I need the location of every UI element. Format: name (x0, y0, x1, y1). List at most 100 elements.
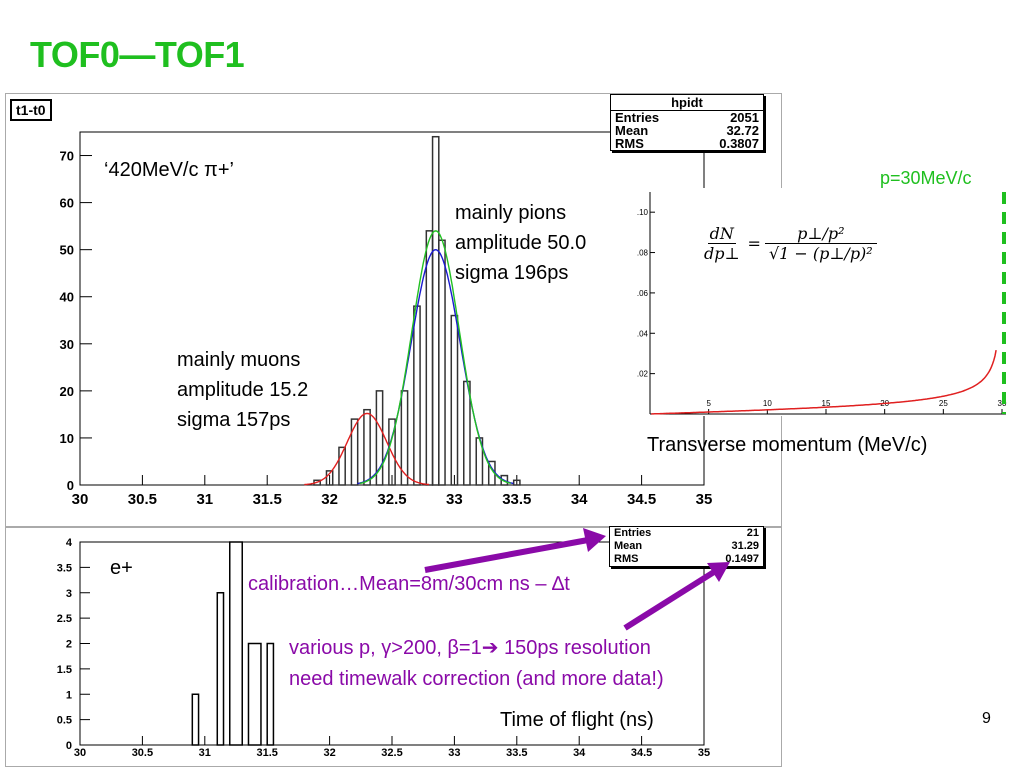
fit-curve-red (304, 412, 430, 486)
histogram-bin (425, 230, 434, 486)
stats-key: Mean (614, 540, 643, 552)
p-label: p=30MeV/c (880, 168, 972, 188)
x-tick-label: 30 (72, 491, 89, 508)
y-tick-label: 1.5 (57, 664, 72, 676)
inset-xlabel: Transverse momentum (MeV/c) (647, 434, 928, 456)
x-tick-label: 33.5 (502, 491, 531, 508)
muons-line: amplitude 15.2 (177, 379, 309, 401)
bottom-xlabel: Time of flight (ns) (500, 709, 654, 731)
formula-rhs-den: √1 − (p⊥/p)² (768, 244, 873, 263)
y-tick-label: 50 (60, 243, 74, 258)
distribution-curve (651, 349, 997, 415)
histogram-bin (229, 541, 243, 746)
histogram-bin (512, 479, 521, 486)
x-tick-label: 33.5 (506, 747, 527, 759)
positron-label: e+ (110, 557, 133, 579)
pions-line: mainly pions (455, 202, 567, 224)
y-tick-label: 30 (60, 337, 74, 352)
stats-key: RMS (615, 136, 644, 151)
x-tick-label: 34 (573, 747, 586, 759)
stats-key: RMS (614, 553, 639, 565)
x-tick-label: 10 (763, 399, 772, 408)
beam-label: ‘420MeV/c π+’ (104, 159, 234, 181)
histogram-title: t1-t0 (10, 99, 52, 121)
y-tick-label: 3.5 (57, 562, 72, 574)
y-tick-label: 2 (66, 639, 72, 651)
inset-chart: .02.04.06.08.1051015202530 (637, 192, 1007, 415)
stats-value: 32.72 (726, 123, 759, 138)
histogram-bin (325, 470, 334, 486)
x-tick-label: 35 (698, 747, 710, 759)
muons-annotation: mainly muons amplitude 15.2 sigma 157ps (177, 345, 308, 435)
stats-value: 2051 (730, 110, 759, 125)
resolution-note: various p, γ>200, β=1➔ 150ps resolution (289, 637, 651, 659)
x-tick-label: 34 (571, 491, 588, 508)
pions-line: sigma 196ps (455, 262, 569, 284)
y-tick-label: 0.5 (57, 715, 72, 727)
histogram-bin (266, 642, 275, 746)
formula-lhs-num: dN (707, 224, 736, 244)
y-tick-label: .04 (637, 329, 649, 338)
x-tick-label: 34.5 (627, 491, 656, 508)
calibration-note: calibration…Mean=8m/30cm ns – ∆t (248, 573, 570, 595)
page-number: 9 (982, 710, 991, 727)
stats-key: Entries (615, 110, 660, 125)
inset-plot: .02.04.06.08.1051015202530 dN dp⊥ = p⊥/p… (626, 188, 1010, 416)
x-tick-label: 34.5 (631, 747, 652, 759)
y-tick-label: 0 (66, 740, 72, 752)
inset-formula: dN dp⊥ = p⊥/p² √1 − (p⊥/p)² (704, 224, 877, 263)
y-tick-label: 2.5 (57, 613, 72, 625)
stats-box: hpidt Entries 2051 Mean 32.72 RMS 0.3807 (610, 94, 764, 151)
stats-value: 0.3807 (719, 136, 759, 151)
x-tick-label: 32.5 (377, 491, 406, 508)
histogram-bin (375, 390, 384, 486)
x-tick-label: 5 (706, 399, 711, 408)
y-tick-label: .08 (637, 249, 649, 258)
y-tick-label: 20 (60, 384, 74, 399)
stats-box-bottom: Entries 21 Mean 31.29 RMS 0.1497 (609, 526, 764, 567)
fit-curve-green (359, 230, 511, 485)
top-histogram: 0 10 20 30 40 50 60 70 30 30.5 31 31.5 32 32.5 33 33.5 3… (60, 131, 713, 508)
histogram-bin (388, 418, 396, 486)
y-tick-label: 60 (60, 196, 74, 211)
pions-annotation: mainly pions amplitude 50.0 sigma 196ps (455, 198, 586, 288)
histogram-bin (413, 305, 421, 486)
timewalk-note: need timewalk correction (and more data!… (289, 668, 664, 690)
stats-key: Entries (614, 527, 652, 539)
y-tick-label: 1 (66, 689, 72, 701)
histogram-bin (191, 693, 200, 746)
slide-title: TOF0—TOF1 (30, 34, 245, 75)
x-tick-label: 30 (74, 747, 86, 759)
y-tick-label: 10 (60, 431, 74, 446)
x-tick-label: 32 (323, 747, 335, 759)
y-tick-label: 40 (60, 290, 74, 305)
x-tick-label: 31 (199, 747, 211, 759)
pions-line: amplitude 50.0 (455, 232, 587, 254)
formula-rhs-num: p⊥/p² (764, 224, 877, 244)
histogram-bin (438, 239, 446, 486)
x-tick-label: 31.5 (256, 747, 277, 759)
histogram-bin (363, 408, 371, 486)
histogram-bin (400, 390, 409, 486)
histogram-bin (247, 642, 262, 746)
formula-lhs-den: dp⊥ (704, 244, 740, 263)
stats-key: Mean (615, 123, 649, 138)
histogram-bin (350, 418, 359, 486)
muons-line: mainly muons (177, 349, 301, 371)
y-tick-label: .02 (637, 370, 649, 379)
y-tick-label: .06 (637, 289, 649, 298)
x-tick-label: 35 (696, 491, 713, 508)
x-tick-label: 31.5 (253, 491, 282, 508)
stats-value: 21 (746, 527, 759, 539)
histogram-bin (338, 446, 346, 486)
x-tick-label: 30.5 (128, 491, 157, 508)
histogram-bin (450, 314, 459, 486)
muons-line: sigma 157ps (177, 409, 291, 431)
y-tick-label: 3 (66, 588, 72, 600)
histogram-bin (216, 592, 225, 746)
x-tick-label: 32.5 (381, 747, 402, 759)
y-tick-label: 4 (66, 537, 73, 549)
bottom-panel: 0 0.5 1 1.5 2 2.5 3 3.5 4 30 30.5 31 31.5 32 32.5 33 33.… (5, 526, 782, 767)
histogram-bin (500, 474, 509, 486)
